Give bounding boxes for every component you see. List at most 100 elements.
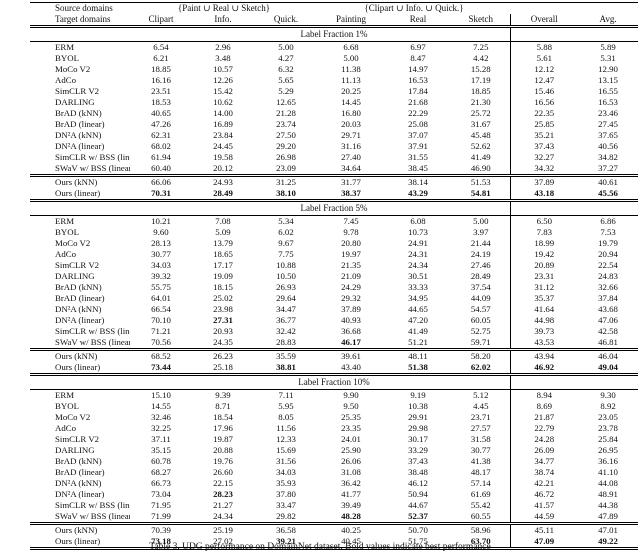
value-cell: 42.58: [598, 326, 618, 336]
value-cell: 70.39: [130, 522, 192, 536]
value-cell: 44.08: [598, 478, 618, 488]
value-cell: 44.67: [408, 500, 428, 510]
method-cell: BYOL: [55, 227, 79, 237]
method-cell: AdCo: [55, 75, 77, 85]
value-cell: 9.60: [153, 227, 169, 237]
section-title: Label Fraction 1%: [30, 26, 639, 42]
value-cell: 40.61: [578, 174, 639, 188]
value-cell: 39.21: [254, 536, 319, 550]
value-cell: 9.30: [600, 390, 616, 400]
value-cell: 20.25: [341, 86, 361, 96]
column-divider: [510, 202, 511, 215]
value-cell: 47.26: [151, 119, 171, 129]
value-cell: 22.79: [534, 423, 555, 433]
value-cell: 45.48: [452, 130, 511, 141]
value-cell: 17.84: [408, 86, 428, 96]
value-cell: 19.58: [213, 152, 233, 162]
value-cell: 44.59: [534, 511, 555, 521]
value-cell: 64.01: [151, 293, 171, 303]
table-body: Label Fraction 1% ERM 6.54 2.96 5.00 6.68 6.97…: [30, 26, 639, 550]
value-cell: 38.37: [318, 188, 385, 202]
value-cell: 11.38: [341, 64, 361, 74]
value-cell: 8.71: [215, 401, 231, 411]
value-cell: 24.28: [534, 434, 555, 444]
method-cell: DN²A (kNN): [55, 478, 102, 488]
value-cell: 70.56: [151, 337, 171, 347]
value-cell: 45.56: [578, 188, 639, 202]
table-row: SWaV w/ BSS (linear) 71.99 24.34 29.82 48.28…: [30, 511, 638, 524]
value-cell: 34.82: [598, 152, 618, 162]
method-cell: SimCLR V2: [55, 260, 100, 270]
value-cell: 34.64: [341, 163, 361, 173]
value-cell: 17.17: [213, 260, 233, 270]
value-cell: 35.37: [534, 293, 555, 303]
table-row: DN²A (linear) 70.10 27.31 36.77 40.93 47.20 60…: [30, 315, 638, 326]
value-cell: 18.85: [452, 86, 511, 97]
table-row: BrAD (linear) 64.01 25.02 29.64 29.32 34.95 44…: [30, 293, 638, 304]
value-cell: 30.17: [408, 434, 428, 444]
method-cell: ERM: [55, 390, 75, 400]
value-cell: 51.75: [384, 536, 453, 550]
value-cell: 6.68: [343, 42, 359, 52]
value-cell: 20.03: [341, 119, 361, 129]
value-cell: 44.98: [534, 315, 555, 325]
value-cell: 30.51: [408, 271, 428, 281]
value-cell: 30.77: [452, 445, 511, 456]
method-cell: BrAD (kNN): [55, 456, 102, 466]
value-cell: 71.99: [151, 511, 171, 521]
method-cell: BrAD (linear): [55, 467, 105, 477]
value-cell: 52.75: [452, 326, 511, 337]
method-cell: SWaV w/ BSS (linear): [55, 337, 130, 347]
value-cell: 18.85: [151, 64, 171, 74]
method-cell: AdCo: [55, 423, 77, 433]
value-cell: 25.02: [213, 293, 233, 303]
value-cell: 66.06: [130, 174, 192, 188]
column-header-sketch: Sketch: [452, 14, 511, 28]
method-cell: SWaV w/ BSS (linear): [55, 511, 130, 521]
value-cell: 37.07: [408, 130, 428, 140]
value-cell: 35.59: [254, 348, 319, 362]
section-band: Label Fraction 5%: [30, 200, 639, 216]
value-cell: 50.94: [408, 489, 428, 499]
value-cell: 21.68: [408, 97, 428, 107]
column-header-avg: Avg.: [578, 14, 639, 28]
method-cell: ERM: [55, 216, 75, 226]
value-cell: 43.40: [318, 362, 385, 376]
value-cell: 35.21: [534, 130, 555, 140]
value-cell: 18.54: [213, 412, 233, 422]
value-cell: 8.69: [536, 401, 552, 411]
value-cell: 26.06: [341, 456, 361, 466]
column-header-overall: Overall: [510, 14, 579, 28]
value-cell: 14.97: [408, 64, 428, 74]
method-cell: DARLING: [55, 271, 95, 281]
value-cell: 63.70: [452, 536, 511, 550]
value-cell: 4.45: [452, 401, 511, 412]
value-cell: 33.47: [276, 500, 296, 510]
table-row: BrAD (linear) 47.26 16.89 23.74 20.03 25.08 31…: [30, 119, 638, 130]
table-row: Ours (linear) 73.18 27.02 39.21 40.45 51.75 63…: [30, 536, 639, 550]
value-cell: 32.66: [598, 282, 618, 292]
value-cell: 37.43: [534, 141, 555, 151]
value-cell: 26.09: [534, 445, 555, 455]
value-cell: 16.80: [341, 108, 361, 118]
value-cell: 37.89: [341, 304, 361, 314]
value-cell: 41.64: [534, 304, 555, 314]
value-cell: 40.25: [318, 522, 385, 536]
value-cell: 18.53: [151, 97, 171, 107]
method-cell: DN²A (kNN): [55, 130, 102, 140]
table-row: BrAD (kNN) 55.75 18.15 26.93 24.29 33.33 37.54…: [30, 282, 638, 293]
value-cell: 11.56: [276, 423, 296, 433]
value-cell: 16.56: [534, 97, 555, 107]
value-cell: 27.02: [192, 536, 254, 550]
value-cell: 5.61: [536, 53, 552, 63]
value-cell: 40.56: [598, 141, 618, 151]
table-row: SWaV w/ BSS (linear) 60.40 20.12 23.09 34.64…: [30, 163, 638, 176]
value-cell: 39.61: [318, 348, 385, 362]
value-cell: 34.32: [534, 163, 555, 173]
value-cell: 18.65: [213, 249, 233, 259]
value-cell: 60.78: [151, 456, 171, 466]
value-cell: 28.13: [151, 238, 171, 248]
value-cell: 5.00: [452, 215, 511, 227]
value-cell: 2.96: [215, 42, 231, 52]
